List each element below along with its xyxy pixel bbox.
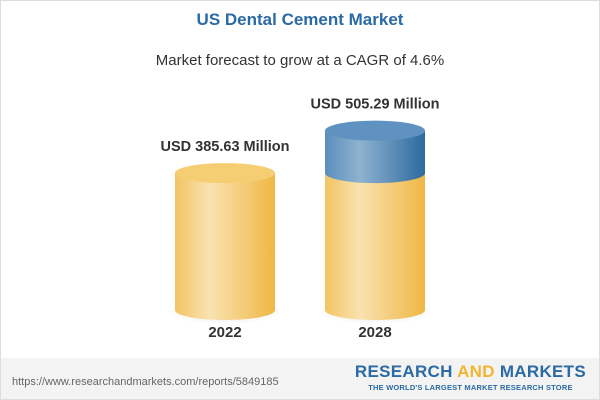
cylinder-bar-2022: [175, 173, 275, 320]
source-url[interactable]: https://www.researchandmarkets.com/repor…: [12, 376, 279, 388]
logo: RESEARCH AND MARKETS THE WORLD'S LARGEST…: [354, 362, 586, 392]
cylinder-chart: USD 385.63 Million 2022 USD 505.29 Million…: [161, 97, 440, 341]
chart-title: US Dental Cement Market: [196, 10, 404, 29]
cylinder-top: [325, 120, 425, 141]
data-label: USD 385.63 Million: [161, 139, 290, 155]
footer: [1, 358, 599, 399]
chart-subtitle: Market forecast to grow at a CAGR of 4.6…: [155, 52, 445, 69]
data-label: USD 505.29 Million: [311, 97, 440, 113]
cylinder-bar-2028: [325, 173, 425, 320]
category-label: 2022: [208, 324, 241, 341]
cylinder-top: [175, 163, 275, 184]
category-label: 2028: [358, 324, 391, 341]
cylinder-growth-segment: [325, 130, 425, 184]
